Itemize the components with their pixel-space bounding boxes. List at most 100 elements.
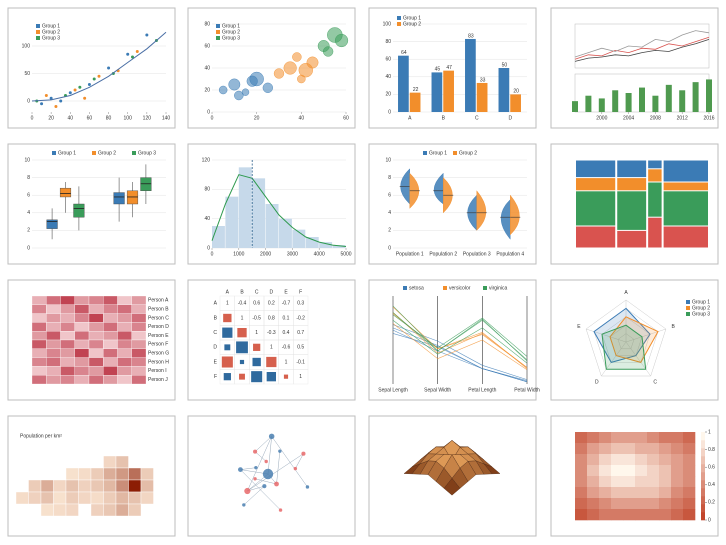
- kde-line: [211, 174, 347, 247]
- row-label: D: [213, 345, 217, 351]
- col-label: F: [299, 289, 302, 295]
- axis-label: D: [595, 379, 599, 385]
- x-tick-label: 60: [343, 115, 349, 121]
- legend-label: Group 2: [98, 150, 116, 156]
- node: [278, 449, 282, 453]
- x-tick-label: Population 2: [429, 251, 457, 257]
- contour-cell: [671, 487, 684, 499]
- contour-cell: [659, 454, 672, 466]
- node: [268, 433, 275, 440]
- heat-cell: [60, 331, 75, 341]
- colorbar-step: [701, 464, 705, 473]
- radar-grid: [601, 316, 651, 363]
- y-tick-label: 6: [27, 193, 30, 199]
- y-tick-label: 60: [385, 57, 391, 63]
- y-tick-label: 80: [385, 39, 391, 45]
- profile-line: [392, 312, 528, 361]
- box: [46, 219, 58, 229]
- heat-cell: [88, 313, 104, 323]
- bubble: [262, 82, 273, 93]
- y-tick-label: 0: [207, 245, 210, 251]
- radar-grid: [585, 299, 667, 377]
- x-tick-label: D: [508, 115, 512, 121]
- region: [103, 503, 117, 517]
- contour-cell: [683, 487, 696, 499]
- contour-cell: [599, 454, 612, 466]
- heat-cell: [31, 357, 47, 367]
- box: [140, 177, 152, 192]
- contour-cell: [611, 509, 624, 521]
- x-tick-label: 5000: [340, 251, 351, 257]
- region: [65, 491, 79, 505]
- axis-label: E: [577, 324, 581, 330]
- profile-line: [392, 312, 528, 368]
- region: [90, 467, 104, 481]
- node: [262, 468, 274, 480]
- heat-cell: [131, 348, 147, 358]
- row-label: Person C: [148, 315, 169, 321]
- legend-label: Group 2: [692, 305, 710, 311]
- row-label: Person G: [148, 351, 169, 357]
- radar-spoke: [601, 341, 627, 377]
- region: [78, 491, 92, 505]
- colorbar-step: [701, 440, 705, 449]
- point: [59, 99, 63, 103]
- heat-cell: [103, 366, 118, 376]
- row-label: C: [213, 330, 217, 336]
- radar-area: [601, 324, 647, 370]
- x-tick-label: 60: [87, 115, 93, 121]
- heat-cell: [103, 331, 118, 341]
- colorbar-step: [701, 432, 705, 441]
- node: [262, 484, 267, 489]
- contour-cell: [611, 454, 624, 466]
- corr-square: [266, 356, 277, 368]
- contour-cell: [683, 498, 696, 510]
- region: [28, 479, 42, 493]
- contour-cell: [671, 509, 684, 521]
- heat-cell: [103, 339, 118, 349]
- heat-cell: [88, 339, 104, 349]
- contour-cell: [599, 487, 612, 499]
- contour-cell: [575, 487, 588, 499]
- contour-cell: [623, 454, 636, 466]
- panel: [7, 143, 176, 265]
- colorbar-step: [701, 504, 705, 513]
- volume-bar: [625, 93, 632, 112]
- contour-cell: [659, 432, 672, 444]
- heat-cell: [88, 304, 104, 314]
- heat-cell: [31, 313, 47, 323]
- heat-cell: [131, 313, 147, 323]
- contour-cell: [623, 487, 636, 499]
- heat-cell: [88, 331, 104, 341]
- row-label: B: [214, 315, 218, 321]
- region: [115, 491, 129, 505]
- y-tick-label: 40: [204, 216, 210, 222]
- point: [83, 96, 87, 100]
- bar: [465, 38, 476, 112]
- price-line: [574, 30, 710, 58]
- y-tick-label: 80: [204, 187, 210, 193]
- heat-cell: [103, 313, 118, 323]
- hist-bar: [252, 178, 266, 248]
- contour-cell: [587, 476, 600, 488]
- heat-cell: [74, 366, 90, 376]
- contour-cell: [611, 465, 624, 477]
- contour-cell: [623, 432, 636, 444]
- region: [65, 479, 79, 493]
- node: [253, 477, 257, 481]
- region: [40, 479, 54, 493]
- profile-line: [392, 333, 528, 381]
- y-tick-label: 100: [383, 21, 392, 27]
- contour-cell: [647, 454, 660, 466]
- x-tick-label: 140: [162, 115, 171, 121]
- legend-label: Group 3: [42, 35, 60, 41]
- contour-cell: [659, 443, 672, 455]
- panel: [368, 143, 537, 265]
- heat-cell: [74, 357, 90, 367]
- contour-cell: [575, 432, 588, 444]
- region: [103, 455, 117, 469]
- legend-label: Group 1: [222, 23, 240, 29]
- heat-cell: [103, 322, 118, 332]
- region: [65, 503, 79, 517]
- contour-cell: [671, 432, 684, 444]
